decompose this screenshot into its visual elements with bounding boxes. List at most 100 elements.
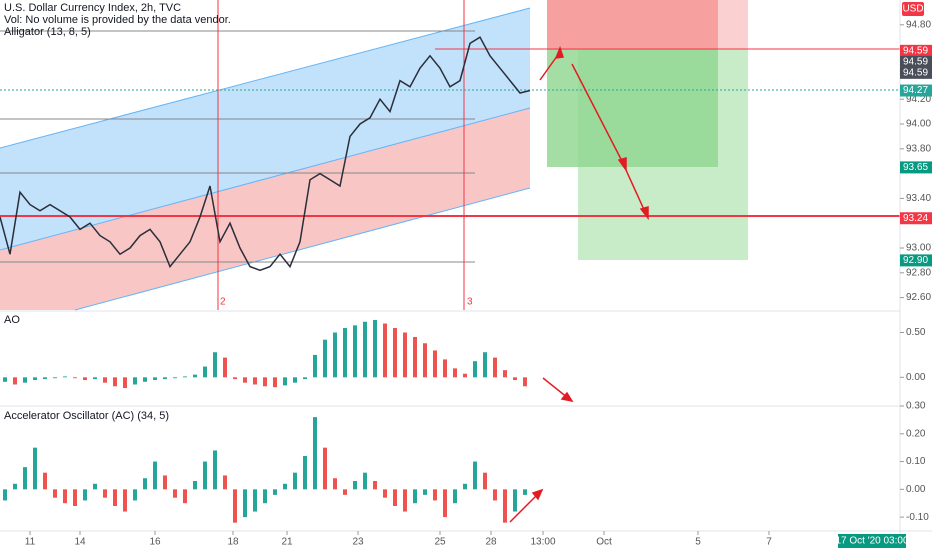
x-tick-label: 18: [227, 537, 239, 548]
histogram-bar: [113, 377, 117, 387]
histogram-bar: [213, 450, 217, 490]
histogram-bar: [483, 472, 487, 490]
histogram-bar: [213, 352, 217, 378]
histogram-bar: [383, 489, 387, 498]
histogram-bar: [303, 456, 307, 490]
histogram-bar: [313, 354, 317, 378]
histogram-bar: [153, 461, 157, 490]
histogram-bar: [393, 328, 397, 378]
histogram-bar: [363, 321, 367, 378]
histogram-bar: [473, 361, 477, 378]
histogram-bar: [393, 489, 397, 506]
y-tick-label: 94.80: [906, 19, 931, 30]
histogram-bar: [463, 373, 467, 378]
histogram-bar: [193, 481, 197, 490]
histogram-bar: [443, 489, 447, 518]
histogram-bar: [223, 357, 227, 378]
histogram-bar: [163, 475, 167, 490]
price-line: [0, 36, 531, 272]
histogram-bar: [383, 323, 387, 378]
x-tick-label: 23: [352, 537, 364, 548]
price-label: 94.59: [903, 67, 928, 78]
histogram-bar: [323, 447, 327, 490]
histogram-bar: [13, 377, 17, 385]
histogram-bar: [183, 489, 187, 504]
histogram-bar: [273, 489, 277, 495]
histogram-bar: [373, 481, 377, 490]
histogram-bar: [323, 339, 327, 378]
y-tick-label: 0.00: [906, 484, 926, 495]
histogram-bar: [103, 377, 107, 383]
price-label: 94.59: [903, 45, 928, 56]
histogram-bar: [423, 489, 427, 495]
x-tick-label: 11: [25, 537, 36, 548]
cursor-time: 17 Oct '20 03:00: [835, 536, 909, 547]
price-label: 93.65: [903, 162, 928, 173]
histogram-bar: [273, 377, 277, 388]
histogram-bar: [513, 489, 517, 512]
histogram-bar: [313, 417, 317, 490]
y-tick-label: 0.30: [906, 401, 926, 412]
histogram-bar: [233, 377, 237, 380]
histogram-bar: [63, 376, 67, 378]
histogram-bar: [33, 377, 37, 381]
histogram-bar: [263, 377, 267, 387]
x-tick-label: 13:00: [530, 537, 555, 548]
price-label: 94.27: [903, 85, 928, 96]
histogram-bar: [183, 376, 187, 378]
x-tick-label: 14: [74, 537, 86, 548]
histogram-bar: [243, 489, 247, 518]
histogram-bar: [193, 374, 197, 378]
histogram-bar: [453, 489, 457, 504]
x-tick-label: Oct: [596, 537, 612, 548]
histogram-bar: [373, 319, 377, 378]
histogram-bar: [103, 489, 107, 498]
histogram-bar: [153, 377, 157, 381]
histogram-bar: [473, 461, 477, 490]
histogram-bar: [143, 377, 147, 382]
histogram-bar: [253, 377, 257, 385]
histogram-bar: [33, 447, 37, 490]
histogram-bar: [443, 359, 447, 378]
histogram-bar: [523, 489, 527, 495]
histogram-bar: [233, 489, 237, 523]
price-label: 92.90: [903, 255, 928, 266]
histogram-bar: [73, 489, 77, 506]
histogram-bar: [53, 489, 57, 498]
histogram-bar: [343, 328, 347, 378]
histogram-bar: [283, 377, 287, 386]
y-tick-label: 93.00: [906, 243, 931, 254]
marker: 3: [467, 297, 473, 308]
x-tick-label: 25: [434, 537, 446, 548]
price-label-box: [900, 254, 932, 267]
title: U.S. Dollar Currency Index, 2h, TVC: [4, 2, 181, 14]
histogram-bar: [523, 377, 527, 387]
histogram-bar: [3, 489, 7, 501]
histogram-bar: [283, 483, 287, 490]
histogram-bar: [23, 377, 27, 383]
histogram-bar: [223, 475, 227, 490]
x-tick-label: 5: [695, 537, 701, 548]
histogram-bar: [83, 489, 87, 501]
x-tick-label: 21: [281, 537, 293, 548]
y-tick-label: 0.00: [906, 372, 926, 383]
x-tick-label: 16: [149, 537, 161, 548]
histogram-bar: [53, 377, 57, 379]
histogram-bar: [343, 489, 347, 495]
histogram-bar: [363, 472, 367, 490]
marker: 2: [220, 297, 226, 308]
histogram-bar: [513, 377, 517, 381]
histogram-bar: [493, 489, 497, 501]
histogram-bar: [123, 377, 127, 389]
histogram-bar: [303, 377, 307, 380]
histogram-bar: [113, 489, 117, 506]
histogram-bar: [253, 489, 257, 512]
y-tick-label: 93.80: [906, 143, 931, 154]
price-label-box: [900, 44, 932, 57]
price-label: 93.24: [903, 213, 928, 224]
y-tick-label: 92.60: [906, 292, 931, 303]
price-label-box: [900, 55, 932, 68]
histogram-bar: [173, 377, 177, 379]
